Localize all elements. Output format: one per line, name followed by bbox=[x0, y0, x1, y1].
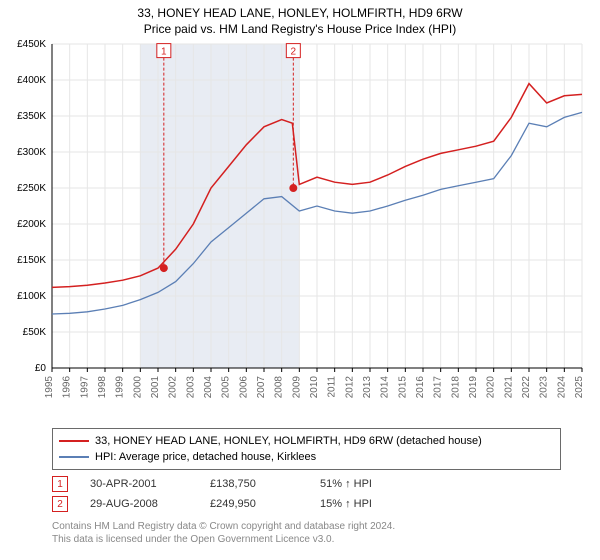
footer-line: This data is licensed under the Open Gov… bbox=[52, 533, 395, 546]
chart-title-address: 33, HONEY HEAD LANE, HONLEY, HOLMFIRTH, … bbox=[0, 0, 600, 20]
svg-text:2017: 2017 bbox=[433, 376, 444, 399]
svg-text:2010: 2010 bbox=[309, 376, 320, 399]
svg-text:1997: 1997 bbox=[79, 376, 90, 399]
svg-text:2011: 2011 bbox=[327, 376, 338, 398]
svg-text:2006: 2006 bbox=[238, 376, 249, 399]
legend-label: HPI: Average price, detached house, Kirk… bbox=[95, 451, 316, 463]
svg-text:2018: 2018 bbox=[450, 376, 461, 399]
svg-text:1999: 1999 bbox=[115, 376, 126, 399]
chart-title-subtitle: Price paid vs. HM Land Registry's House … bbox=[0, 20, 600, 40]
footer-line: Contains HM Land Registry data © Crown c… bbox=[52, 520, 395, 533]
marker-date: 30-APR-2001 bbox=[90, 478, 210, 490]
svg-text:£300K: £300K bbox=[17, 147, 46, 158]
chart-container: 33, HONEY HEAD LANE, HONLEY, HOLMFIRTH, … bbox=[0, 0, 600, 560]
svg-text:£0: £0 bbox=[35, 363, 47, 374]
svg-text:1996: 1996 bbox=[62, 376, 73, 399]
svg-text:2008: 2008 bbox=[274, 376, 285, 399]
marker-date: 29-AUG-2008 bbox=[90, 498, 210, 510]
marker-row: 1 30-APR-2001 £138,750 51% ↑ HPI bbox=[52, 474, 430, 494]
svg-text:2022: 2022 bbox=[521, 376, 532, 399]
svg-text:1: 1 bbox=[161, 47, 167, 58]
svg-text:2003: 2003 bbox=[185, 376, 196, 399]
svg-text:2007: 2007 bbox=[256, 376, 267, 399]
svg-text:£400K: £400K bbox=[17, 75, 46, 86]
svg-text:2001: 2001 bbox=[150, 376, 161, 399]
marker-pct: 51% ↑ HPI bbox=[320, 478, 430, 490]
svg-text:1998: 1998 bbox=[97, 376, 108, 399]
legend-swatch bbox=[59, 440, 89, 442]
svg-text:2002: 2002 bbox=[168, 376, 179, 399]
legend-label: 33, HONEY HEAD LANE, HONLEY, HOLMFIRTH, … bbox=[95, 435, 482, 447]
svg-text:2020: 2020 bbox=[486, 376, 497, 399]
svg-text:1995: 1995 bbox=[44, 376, 55, 399]
marker-badge-1: 1 bbox=[52, 476, 68, 492]
footer-attribution: Contains HM Land Registry data © Crown c… bbox=[52, 520, 395, 546]
marker-table: 1 30-APR-2001 £138,750 51% ↑ HPI 2 29-AU… bbox=[52, 474, 430, 514]
legend: 33, HONEY HEAD LANE, HONLEY, HOLMFIRTH, … bbox=[52, 428, 561, 470]
svg-text:2: 2 bbox=[291, 47, 297, 58]
svg-text:2000: 2000 bbox=[132, 376, 143, 399]
legend-item: HPI: Average price, detached house, Kirk… bbox=[59, 449, 554, 465]
svg-text:2019: 2019 bbox=[468, 376, 479, 399]
svg-text:2005: 2005 bbox=[221, 376, 232, 399]
svg-text:£250K: £250K bbox=[17, 183, 46, 194]
svg-text:£100K: £100K bbox=[17, 291, 46, 302]
svg-text:£200K: £200K bbox=[17, 219, 46, 230]
svg-text:2016: 2016 bbox=[415, 376, 426, 399]
legend-item: 33, HONEY HEAD LANE, HONLEY, HOLMFIRTH, … bbox=[59, 433, 554, 449]
svg-text:2009: 2009 bbox=[291, 376, 302, 399]
svg-text:£50K: £50K bbox=[23, 327, 47, 338]
svg-text:£450K: £450K bbox=[17, 39, 46, 50]
svg-text:2023: 2023 bbox=[539, 376, 550, 399]
svg-text:2021: 2021 bbox=[503, 376, 514, 399]
svg-text:2025: 2025 bbox=[574, 376, 585, 399]
svg-text:£350K: £350K bbox=[17, 111, 46, 122]
svg-text:£150K: £150K bbox=[17, 255, 46, 266]
marker-price: £138,750 bbox=[210, 478, 320, 490]
marker-pct: 15% ↑ HPI bbox=[320, 498, 430, 510]
marker-row: 2 29-AUG-2008 £249,950 15% ↑ HPI bbox=[52, 494, 430, 514]
svg-text:2004: 2004 bbox=[203, 376, 214, 399]
legend-swatch bbox=[59, 456, 89, 458]
svg-text:2014: 2014 bbox=[380, 376, 391, 399]
svg-text:2013: 2013 bbox=[362, 376, 373, 399]
marker-price: £249,950 bbox=[210, 498, 320, 510]
price-chart: £0£50K£100K£150K£200K£250K£300K£350K£400… bbox=[52, 44, 582, 414]
svg-text:2024: 2024 bbox=[556, 376, 567, 399]
svg-text:2012: 2012 bbox=[344, 376, 355, 399]
svg-text:2015: 2015 bbox=[397, 376, 408, 399]
marker-badge-2: 2 bbox=[52, 496, 68, 512]
